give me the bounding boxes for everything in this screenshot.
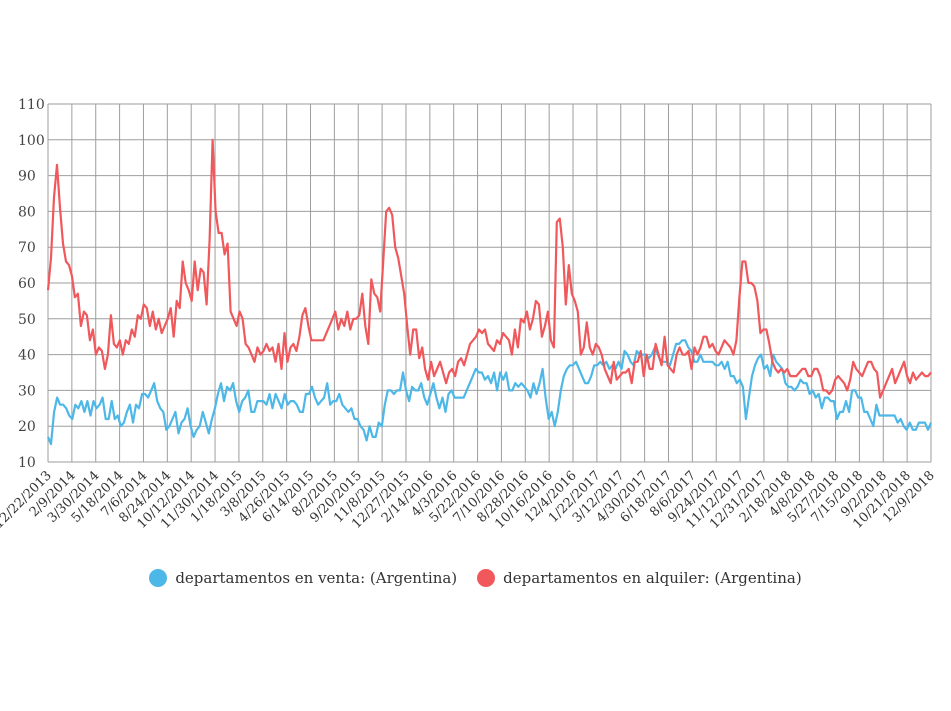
series-line-1 xyxy=(46,138,932,399)
y-tick-label: 10 xyxy=(18,455,36,471)
legend-label-venta: departamentos en venta: (Argentina) xyxy=(175,569,458,587)
y-tick-label: 50 xyxy=(18,312,36,328)
x-axis: 12/22/20132/9/20143/30/20145/18/20147/6/… xyxy=(0,468,938,532)
y-tick-label: 90 xyxy=(18,169,36,185)
legend-marker-venta xyxy=(149,569,168,587)
chart-series xyxy=(46,138,933,446)
y-tick-label: 20 xyxy=(18,419,36,435)
series-line-0 xyxy=(46,339,933,446)
y-tick-label: 30 xyxy=(18,383,36,399)
y-axis: 10 20 30 40 50 60 70 80 90 100 110 xyxy=(18,97,45,471)
y-tick-label: 40 xyxy=(18,348,36,364)
y-tick-label: 70 xyxy=(18,240,36,256)
y-tick-label: 100 xyxy=(18,133,45,149)
legend-marker-alquiler xyxy=(477,569,496,587)
chart-legend: departamentos en venta: (Argentina) depa… xyxy=(0,569,951,587)
y-tick-label: 110 xyxy=(18,97,45,113)
line-chart: 10 20 30 40 50 60 70 80 90 100 110 12/22/20132/9/2… xyxy=(0,97,938,532)
y-tick-label: 60 xyxy=(18,276,36,292)
y-tick-label: 80 xyxy=(18,204,36,220)
legend-label-alquiler: departamentos en alquiler: (Argentina) xyxy=(503,569,802,587)
legend-item-venta[interactable]: departamentos en venta: (Argentina) xyxy=(149,569,457,587)
legend-item-alquiler[interactable]: departamentos en alquiler: (Argentina) xyxy=(477,569,802,587)
